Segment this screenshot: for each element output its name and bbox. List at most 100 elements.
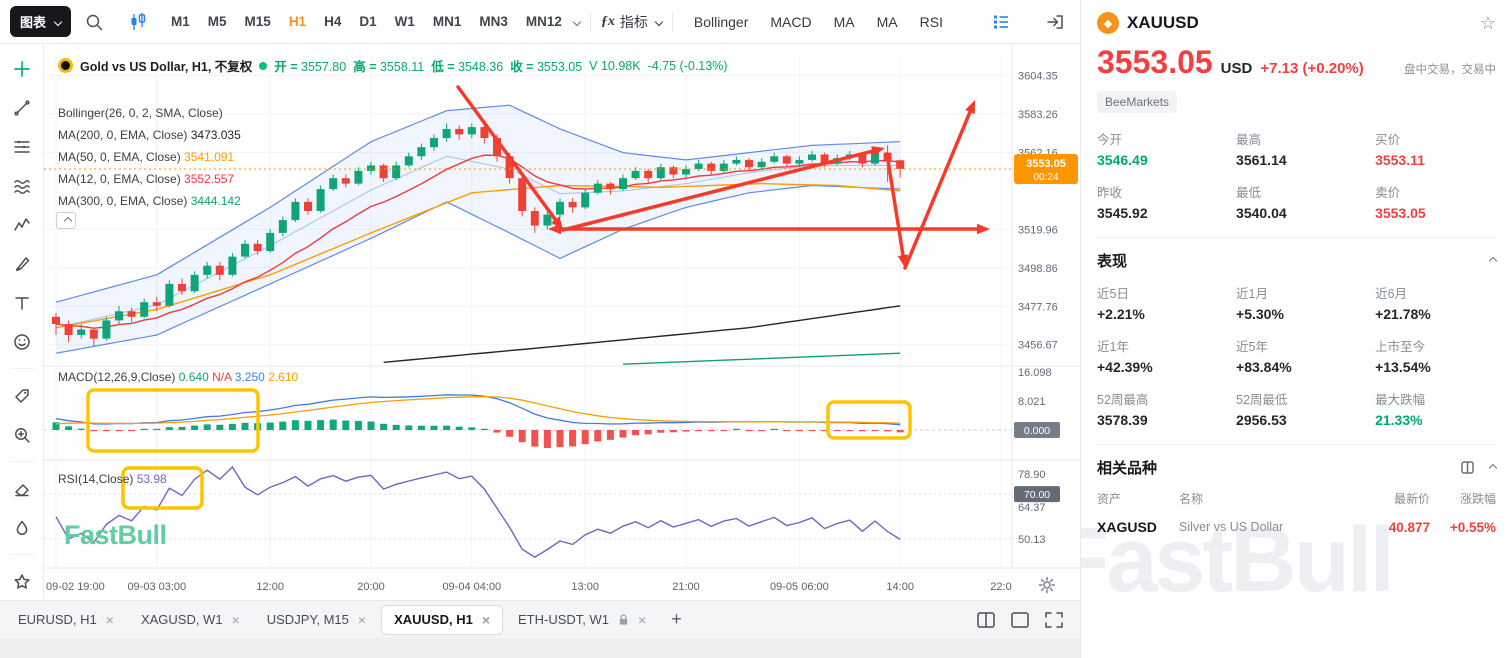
crosshair-tool-button[interactable] <box>9 56 35 82</box>
stat-value: 3553.05 <box>1375 205 1426 221</box>
tab-label: ETH-USDT, W1 <box>518 612 610 627</box>
emoji-tool-button[interactable] <box>9 329 35 355</box>
brush-tool-button[interactable] <box>9 251 35 277</box>
timeframe-mn3[interactable]: MN3 <box>479 14 508 29</box>
timeframe-m15[interactable]: M15 <box>244 14 271 29</box>
broker-badge[interactable]: BeeMarkets <box>1097 91 1178 113</box>
performance-grid: 近5日 +2.21% 近1月 +5.30% 近6月 +21.78% 近1年 +42.39… <box>1097 283 1496 428</box>
timeframe-d1[interactable]: D1 <box>359 14 377 29</box>
tab-xauusd-h1[interactable]: XAUUSD, H1 × <box>381 604 504 635</box>
stat-value: 3540.04 <box>1236 205 1287 221</box>
bottom-strip <box>0 638 1080 658</box>
favorite-star-icon[interactable]: ☆ <box>1479 12 1496 33</box>
search-button[interactable] <box>79 7 109 37</box>
svg-text:20:00: 20:00 <box>357 581 385 593</box>
svg-text:8.021: 8.021 <box>1018 396 1046 408</box>
tab-eth-usdt-w1[interactable]: ETH-USDT, W1 × <box>506 605 658 635</box>
eraser-icon <box>14 484 29 497</box>
perf-value: +42.39% <box>1097 359 1153 375</box>
divider <box>1097 444 1496 445</box>
sign-out-icon <box>1047 14 1063 29</box>
indicator-rsi-button[interactable]: RSI <box>919 13 943 30</box>
ink-tool-button[interactable] <box>9 515 35 541</box>
related-row-xagusd[interactable]: XAGUSD Silver vs US Dollar 40.877 +0.55% <box>1097 519 1496 535</box>
perf-value: 2956.53 <box>1236 412 1287 428</box>
indicator-bollinger-button[interactable]: Bollinger <box>693 13 749 30</box>
related-table-header: 资产 名称 最新价 涨跌幅 <box>1097 490 1496 507</box>
svg-text:22:0: 22:0 <box>990 581 1011 593</box>
pattern-scan-button[interactable] <box>123 7 153 37</box>
timeframe-mn12[interactable]: MN12 <box>525 14 562 29</box>
tab-xagusd-w1[interactable]: XAGUSD, W1 × <box>129 605 252 635</box>
tab-usdjpy-m15[interactable]: USDJPY, M15 × <box>255 605 378 635</box>
trendline-tool-button[interactable] <box>9 95 35 121</box>
close-icon[interactable]: × <box>105 611 114 628</box>
chevron-up-icon[interactable] <box>1488 463 1498 472</box>
single-layout-icon[interactable] <box>1010 611 1030 629</box>
timeframe-mn1[interactable]: MN1 <box>432 14 462 29</box>
close-icon[interactable]: × <box>231 611 240 628</box>
timeframe-h4[interactable]: H4 <box>324 14 342 29</box>
tab-label: USDJPY, M15 <box>266 612 349 627</box>
timeframe-w1[interactable]: W1 <box>394 14 415 29</box>
fullscreen-icon[interactable] <box>1044 611 1064 629</box>
drawing-toolbar <box>0 44 44 600</box>
collapse-panel-button[interactable] <box>1040 7 1070 37</box>
timeframe-m5[interactable]: M5 <box>207 14 227 29</box>
close-icon[interactable]: × <box>481 611 491 628</box>
chevron-down-icon <box>53 17 63 26</box>
symbol-icon: ◆ <box>1097 12 1119 34</box>
text-tool-button[interactable] <box>9 290 35 316</box>
open-panel-icon[interactable] <box>1460 460 1475 475</box>
close-icon[interactable]: × <box>357 611 367 628</box>
svg-text:09-02 19:00: 09-02 19:00 <box>46 581 105 593</box>
perf-label: 上市至今 <box>1375 340 1426 354</box>
timezone-settings-button[interactable] <box>1038 576 1056 599</box>
price-chart-canvas[interactable]: 3604.353583.263562.163519.963498.863477.… <box>44 44 1080 600</box>
zigzag-wave-icon <box>13 218 30 231</box>
svg-text:3477.76: 3477.76 <box>1018 301 1058 313</box>
timeframe-more-chevron-icon[interactable] <box>572 17 582 26</box>
svg-text:21:00: 21:00 <box>672 581 700 593</box>
related-price: 40.877 <box>1388 519 1430 535</box>
perf-label: 近6月 <box>1375 287 1408 301</box>
zoom-in-tool-button[interactable] <box>9 422 35 448</box>
chart-type-menu[interactable]: 图表 <box>10 6 72 37</box>
svg-text:64.37: 64.37 <box>1018 502 1046 514</box>
timeframe-m1[interactable]: M1 <box>171 14 190 29</box>
timeframe-h1[interactable]: H1 <box>288 14 307 29</box>
favorites-tool-button[interactable] <box>9 569 35 595</box>
svg-text:78.90: 78.90 <box>1018 469 1046 481</box>
watchlist-panel-button[interactable] <box>986 7 1016 37</box>
currency-label: USD <box>1220 60 1253 77</box>
col-change: 涨跌幅 <box>1459 492 1496 506</box>
tab-label: XAUUSD, H1 <box>394 612 473 627</box>
indicator-ma-button[interactable]: MA <box>833 13 855 30</box>
list-columns-icon <box>994 15 1008 28</box>
elliott-wave-tool-button[interactable] <box>9 212 35 238</box>
wave-tool-button[interactable] <box>9 173 35 199</box>
perf-value: +13.54% <box>1375 359 1431 375</box>
chevron-up-icon[interactable] <box>1488 256 1498 265</box>
price-tag-icon <box>14 389 29 403</box>
svg-text:12:00: 12:00 <box>256 581 284 593</box>
close-icon[interactable]: × <box>638 611 647 628</box>
svg-text:3456.67: 3456.67 <box>1018 340 1058 352</box>
stat-label: 最高 <box>1236 133 1262 147</box>
tab-eurusd-h1[interactable]: EURUSD, H1 × <box>6 605 126 635</box>
split-layout-icon[interactable] <box>976 611 996 629</box>
svg-text:50.13: 50.13 <box>1018 534 1046 546</box>
indicators-menu[interactable]: ƒx 指标 <box>601 12 664 32</box>
related-title: 相关品种 <box>1097 460 1158 477</box>
levels-tool-button[interactable] <box>9 134 35 160</box>
svg-text:3519.96: 3519.96 <box>1018 224 1058 236</box>
stat-label: 买价 <box>1375 133 1401 147</box>
tag-tool-button[interactable] <box>9 383 35 409</box>
add-tab-button[interactable]: + <box>671 609 682 629</box>
indicator-ma2-button[interactable]: MA <box>876 13 898 30</box>
eraser-tool-button[interactable] <box>9 476 35 502</box>
legend-collapse-button[interactable] <box>56 212 76 229</box>
indicator-macd-button[interactable]: MACD <box>770 13 812 30</box>
col-price: 最新价 <box>1393 492 1430 506</box>
perf-label: 近5日 <box>1097 287 1129 301</box>
